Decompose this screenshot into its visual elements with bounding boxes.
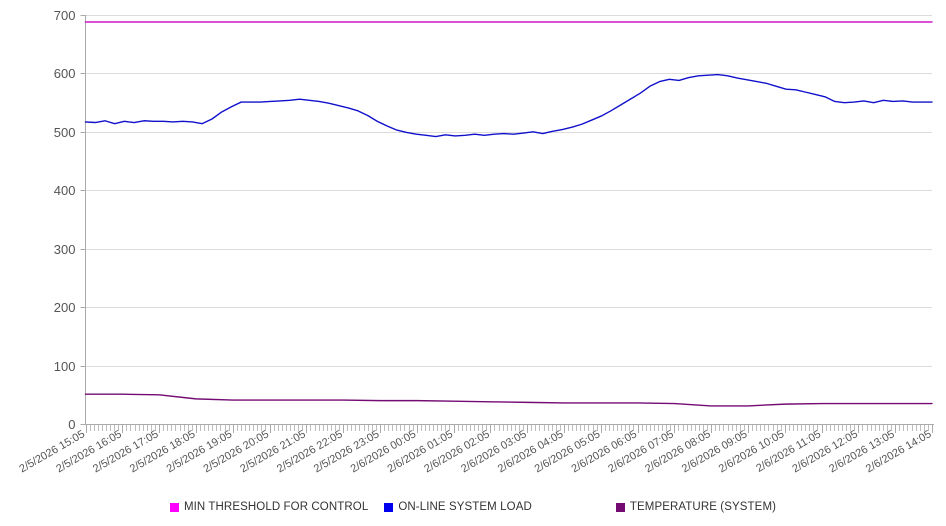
- legend-item-min-threshold[interactable]: MIN THRESHOLD FOR CONTROL: [169, 501, 369, 513]
- legend-item-temperature[interactable]: TEMPERATURE (SYSTEM): [615, 501, 777, 513]
- legend-label-temperature: TEMPERATURE (SYSTEM): [629, 501, 777, 513]
- y-axis-ticks: [80, 15, 86, 425]
- x-axis-labels: 2/5/2026 15:052/5/2026 16:052/5/2026 17:…: [17, 428, 933, 475]
- y-tick-label: 500: [54, 125, 76, 140]
- y-axis-labels: 0 100 200 300 400 500 600 700: [54, 8, 76, 432]
- legend-swatch-system-load: [384, 502, 394, 512]
- data-series-group: [84, 21, 933, 407]
- x-axis-minor-ticks: [86, 425, 933, 433]
- legend-swatch-temperature: [615, 502, 625, 512]
- y-tick-label: 700: [54, 8, 76, 23]
- grid-lines: [85, 15, 932, 367]
- x-tick-label: 2/6/2026 14:05: [864, 428, 934, 475]
- y-tick-label: 600: [54, 66, 76, 81]
- series-line-2: [84, 393, 933, 407]
- legend-swatch-min-threshold: [169, 502, 179, 512]
- y-tick-label: 200: [54, 300, 76, 315]
- series-line-1: [84, 73, 933, 138]
- legend-item-system-load[interactable]: ON-LINE SYSTEM LOAD: [384, 501, 532, 513]
- y-tick-label: 100: [54, 359, 76, 374]
- legend-label-system-load: ON-LINE SYSTEM LOAD: [398, 501, 532, 513]
- y-tick-label: 400: [54, 183, 76, 198]
- legend-label-min-threshold: MIN THRESHOLD FOR CONTROL: [183, 501, 369, 513]
- chart-legend: MIN THRESHOLD FOR CONTROL ON-LINE SYSTEM…: [0, 496, 946, 518]
- y-tick-label: 0: [68, 417, 75, 432]
- y-tick-label: 300: [54, 242, 76, 257]
